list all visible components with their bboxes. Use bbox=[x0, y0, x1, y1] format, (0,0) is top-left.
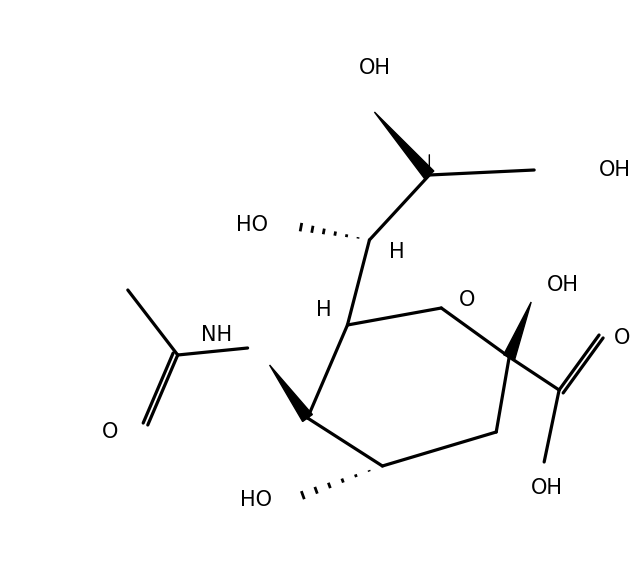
Text: O: O bbox=[460, 290, 476, 310]
Text: OH: OH bbox=[358, 58, 390, 78]
Text: OH: OH bbox=[531, 478, 563, 498]
Text: NH: NH bbox=[200, 325, 232, 345]
Text: OH: OH bbox=[599, 160, 631, 180]
Polygon shape bbox=[269, 365, 312, 422]
Polygon shape bbox=[504, 302, 531, 359]
Text: HO: HO bbox=[239, 490, 271, 510]
Text: H: H bbox=[389, 242, 405, 262]
Text: HO: HO bbox=[236, 215, 268, 235]
Text: H: H bbox=[316, 300, 332, 320]
Text: O: O bbox=[614, 328, 630, 348]
Polygon shape bbox=[374, 112, 434, 179]
Text: OH: OH bbox=[547, 275, 579, 295]
Text: O: O bbox=[102, 422, 118, 442]
